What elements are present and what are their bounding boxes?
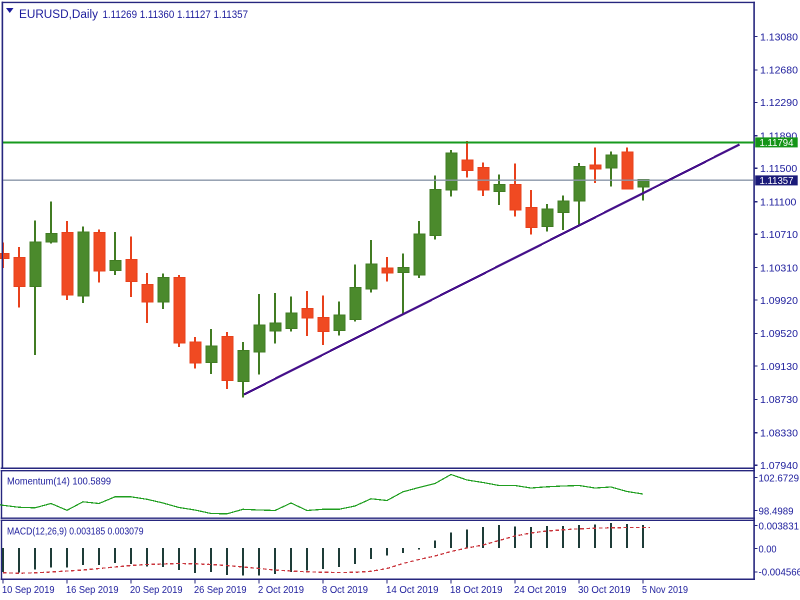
svg-text:0.00: 0.00 — [759, 543, 777, 555]
svg-text:1.08730: 1.08730 — [760, 394, 798, 406]
svg-text:8 Oct 2019: 8 Oct 2019 — [322, 584, 368, 596]
svg-text:1.09520: 1.09520 — [760, 328, 798, 340]
svg-text:98.4989: 98.4989 — [759, 505, 794, 517]
svg-text:1.11794: 1.11794 — [760, 137, 794, 149]
svg-text:0.003831: 0.003831 — [759, 520, 800, 532]
svg-text:1.11269 1.11360 1.11127 1.1135: 1.11269 1.11360 1.11127 1.11357 — [103, 9, 249, 21]
svg-text:30 Oct 2019: 30 Oct 2019 — [578, 584, 631, 596]
svg-text:-0.004566: -0.004566 — [759, 567, 800, 579]
svg-text:26 Sep 2019: 26 Sep 2019 — [194, 584, 247, 596]
svg-text:MACD(12,26,9) 0.003185 0.00307: MACD(12,26,9) 0.003185 0.003079 — [7, 526, 144, 538]
svg-text:14 Oct 2019: 14 Oct 2019 — [386, 584, 439, 596]
svg-text:1.13080: 1.13080 — [760, 31, 798, 43]
svg-text:18 Oct 2019: 18 Oct 2019 — [450, 584, 503, 596]
svg-text:Momentum(14) 100.5899: Momentum(14) 100.5899 — [7, 476, 111, 488]
svg-text:1.10710: 1.10710 — [760, 229, 798, 241]
svg-text:1.08330: 1.08330 — [760, 428, 798, 440]
svg-text:1.07940: 1.07940 — [760, 460, 798, 472]
svg-text:1.11100: 1.11100 — [760, 197, 797, 209]
svg-text:1.09130: 1.09130 — [760, 361, 798, 373]
svg-text:2 Oct 2019: 2 Oct 2019 — [258, 584, 304, 596]
svg-text:1.10310: 1.10310 — [760, 262, 798, 274]
svg-text:EURUSD,Daily: EURUSD,Daily — [19, 9, 98, 21]
svg-text:20 Sep 2019: 20 Sep 2019 — [130, 584, 183, 596]
svg-text:1.11500: 1.11500 — [760, 163, 797, 175]
svg-text:1.09920: 1.09920 — [760, 295, 798, 307]
svg-text:24 Oct 2019: 24 Oct 2019 — [514, 584, 567, 596]
svg-text:1.11357: 1.11357 — [760, 175, 794, 187]
svg-text:1.12290: 1.12290 — [760, 97, 798, 109]
svg-text:1.12680: 1.12680 — [760, 65, 798, 77]
svg-text:10 Sep 2019: 10 Sep 2019 — [2, 584, 55, 596]
svg-text:102.6729: 102.6729 — [759, 472, 800, 484]
svg-text:16 Sep 2019: 16 Sep 2019 — [66, 584, 119, 596]
svg-text:5 Nov 2019: 5 Nov 2019 — [642, 584, 688, 596]
